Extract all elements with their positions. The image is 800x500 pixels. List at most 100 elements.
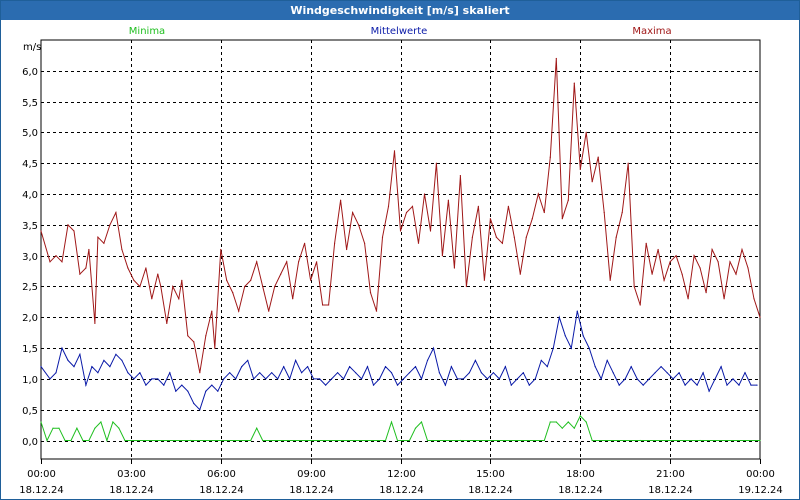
data-point xyxy=(387,205,390,207)
data-point xyxy=(744,372,746,374)
axes xyxy=(40,39,761,464)
data-point xyxy=(268,310,270,312)
data-point xyxy=(546,366,548,368)
y-tick-label: 4,0 xyxy=(22,190,38,201)
data-point xyxy=(369,292,372,294)
data-point xyxy=(693,255,695,257)
data-point xyxy=(375,310,378,312)
data-point xyxy=(97,372,99,374)
data-point xyxy=(675,255,677,257)
data-point xyxy=(94,322,96,324)
data-point xyxy=(115,353,117,355)
data-point xyxy=(408,372,411,374)
data-point xyxy=(133,279,135,281)
data-point xyxy=(241,366,243,368)
data-point xyxy=(663,279,665,281)
y-tick-label: 5,5 xyxy=(22,98,38,109)
data-point xyxy=(480,372,482,374)
data-point xyxy=(648,378,650,380)
data-point xyxy=(390,421,393,423)
data-point xyxy=(699,439,701,442)
data-point xyxy=(420,421,423,423)
data-point xyxy=(654,372,656,374)
y-tick-label: 4,5 xyxy=(22,159,38,170)
data-point xyxy=(295,359,297,361)
data-point xyxy=(597,156,599,158)
data-point xyxy=(468,372,470,374)
y-tick-label: 6,0 xyxy=(22,67,38,78)
data-point xyxy=(513,236,515,238)
data-point xyxy=(462,378,464,380)
data-point xyxy=(277,378,279,380)
data-point xyxy=(516,378,518,380)
data-point xyxy=(334,242,336,244)
data-point xyxy=(79,273,81,275)
x-tick-date: 18.12.24 xyxy=(199,485,244,496)
data-point xyxy=(510,384,512,386)
x-tick-time: 09:00 xyxy=(297,469,326,480)
data-point xyxy=(250,279,252,281)
window-title: Windgeschwindigkeit [m/s] skaliert xyxy=(1,1,799,20)
data-point xyxy=(579,168,581,170)
data-point xyxy=(55,372,57,374)
data-point xyxy=(543,211,545,214)
data-point xyxy=(118,427,120,429)
data-point xyxy=(100,421,102,423)
y-axis-unit: m/s xyxy=(23,42,41,53)
data-point xyxy=(109,366,111,368)
data-point xyxy=(181,384,183,386)
data-point xyxy=(669,261,671,263)
data-point xyxy=(349,366,351,368)
data-point xyxy=(561,427,563,429)
data-point xyxy=(426,439,429,442)
x-tick-time: 06:00 xyxy=(207,469,236,480)
data-point xyxy=(399,230,402,232)
data-point xyxy=(58,427,60,429)
data-point xyxy=(750,384,752,386)
data-point xyxy=(729,261,731,263)
y-tick-label: 3,5 xyxy=(22,221,38,232)
data-point xyxy=(181,279,183,281)
data-point xyxy=(507,205,509,207)
data-point xyxy=(558,316,560,318)
plot-frame xyxy=(40,39,761,460)
data-point xyxy=(229,372,231,374)
data-point xyxy=(411,205,414,207)
data-point xyxy=(396,439,399,442)
data-point xyxy=(139,285,141,288)
data-point xyxy=(235,378,237,380)
data-point xyxy=(630,366,632,368)
data-point xyxy=(756,384,758,386)
data-point xyxy=(456,378,458,380)
legend: Maxima Mittelwerte Minima xyxy=(129,26,672,37)
data-point xyxy=(61,261,63,263)
data-point xyxy=(759,439,761,442)
data-point xyxy=(286,261,288,263)
data-point xyxy=(106,439,108,442)
data-point xyxy=(187,390,189,392)
data-point xyxy=(256,261,258,263)
x-tick-date: 18.12.24 xyxy=(468,485,513,496)
data-point xyxy=(564,335,566,337)
data-point xyxy=(531,218,533,220)
data-point xyxy=(304,242,306,244)
data-point xyxy=(753,298,755,300)
data-point xyxy=(175,390,177,392)
data-point xyxy=(465,285,467,288)
data-point xyxy=(289,378,291,380)
data-point xyxy=(429,230,432,232)
data-point xyxy=(319,378,321,380)
data-point xyxy=(390,372,393,374)
data-point xyxy=(205,335,207,337)
data-point xyxy=(79,353,81,355)
data-point xyxy=(214,347,216,349)
data-point xyxy=(723,298,725,300)
data-point xyxy=(220,248,222,251)
data-point xyxy=(759,316,761,318)
data-point xyxy=(310,279,312,281)
y-tick-label: 5,0 xyxy=(22,128,38,139)
data-point xyxy=(735,273,737,275)
series-line-minima xyxy=(40,415,760,443)
data-point xyxy=(121,359,123,361)
x-tick-time: 00:00 xyxy=(746,469,775,480)
